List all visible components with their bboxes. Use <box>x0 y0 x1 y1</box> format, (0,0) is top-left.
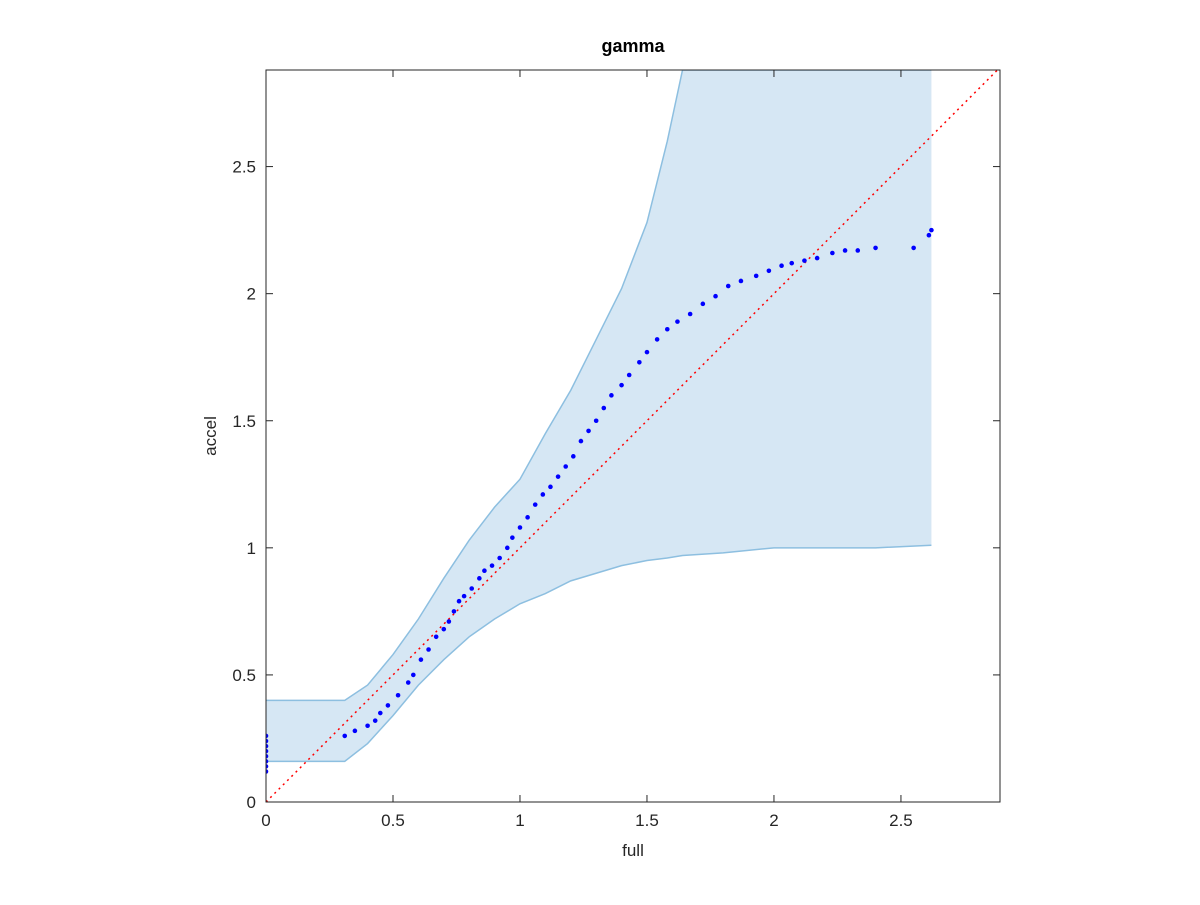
data-point <box>578 438 584 444</box>
data-point <box>266 759 269 764</box>
data-point <box>738 278 744 284</box>
data-point <box>540 492 546 497</box>
data-point <box>675 319 680 324</box>
y-tick-label: 2 <box>247 285 256 304</box>
data-point <box>563 464 568 469</box>
data-point <box>504 545 510 551</box>
data-point <box>411 672 416 678</box>
axes-box <box>265 69 1001 803</box>
data-point <box>626 372 632 378</box>
data-point <box>911 245 916 251</box>
data-point <box>555 474 561 479</box>
data-point <box>926 232 932 238</box>
data-point <box>644 349 650 355</box>
band-upper-edge <box>266 70 932 702</box>
data-point <box>395 692 401 698</box>
data-point <box>929 227 934 233</box>
data-point <box>489 563 495 568</box>
data-point <box>456 598 462 604</box>
data-point <box>637 359 642 365</box>
data-point <box>601 405 607 411</box>
data-point <box>842 248 848 253</box>
data-point <box>451 609 457 614</box>
y-tick-label: 0.5 <box>232 666 256 685</box>
band-lower-edge <box>266 544 932 763</box>
x-tick-label: 2.5 <box>889 811 913 830</box>
y-tick-label: 1.5 <box>232 412 256 431</box>
data-point <box>342 733 348 739</box>
data-point <box>266 733 269 739</box>
data-point <box>700 301 706 307</box>
data-point <box>266 769 269 774</box>
data-point <box>789 260 795 266</box>
x-tick-label: 2 <box>769 811 778 830</box>
data-point <box>548 484 553 490</box>
data-point <box>266 753 269 759</box>
x-tick-label: 0 <box>261 811 270 830</box>
data-point <box>266 748 269 754</box>
data-point <box>352 728 358 734</box>
x-tick-label: 1.5 <box>635 811 659 830</box>
data-point <box>687 311 693 317</box>
data-point <box>619 382 624 388</box>
data-point <box>446 619 452 624</box>
data-point <box>510 535 515 540</box>
data-point <box>461 593 467 599</box>
data-point <box>571 454 576 459</box>
data-point <box>426 647 431 652</box>
data-point <box>377 710 383 716</box>
data-point <box>385 703 391 708</box>
x-tick-label: 1 <box>515 811 524 830</box>
data-point <box>779 263 784 269</box>
x-tick-label: 0.5 <box>381 811 405 830</box>
data-point <box>532 502 538 507</box>
data-point <box>593 418 599 424</box>
data-point <box>266 743 269 749</box>
data-point <box>766 268 772 274</box>
data-point <box>405 680 411 685</box>
reference-line <box>266 70 998 802</box>
data-point <box>469 586 475 591</box>
y-tick-label: 0 <box>247 793 256 812</box>
data-point <box>855 248 861 253</box>
y-tick-label: 2.5 <box>232 158 256 177</box>
data-point <box>525 515 530 520</box>
data-point <box>586 428 591 434</box>
y-tick-label: 1 <box>247 539 256 558</box>
data-point <box>713 293 718 299</box>
plot-area <box>266 70 998 802</box>
data-point <box>873 245 878 251</box>
data-point <box>441 626 447 632</box>
data-point <box>372 718 378 723</box>
data-point <box>497 555 502 561</box>
data-point <box>725 283 731 289</box>
data-point <box>418 657 424 662</box>
x-axis-label: full <box>622 841 644 860</box>
data-point <box>609 393 614 398</box>
data-point <box>517 525 523 530</box>
data-point <box>482 568 487 574</box>
data-point <box>477 576 482 581</box>
data-point <box>266 764 269 769</box>
data-point <box>830 250 835 256</box>
data-point <box>365 723 370 729</box>
chart-title: gamma <box>601 36 665 56</box>
confidence-band <box>266 70 932 762</box>
data-point <box>753 273 759 279</box>
data-point <box>814 255 820 261</box>
data-point <box>266 738 269 744</box>
data-point <box>654 337 660 342</box>
data-point <box>802 258 807 263</box>
y-axis-label: accel <box>201 416 220 456</box>
data-point <box>664 326 670 332</box>
data-point <box>433 634 439 640</box>
